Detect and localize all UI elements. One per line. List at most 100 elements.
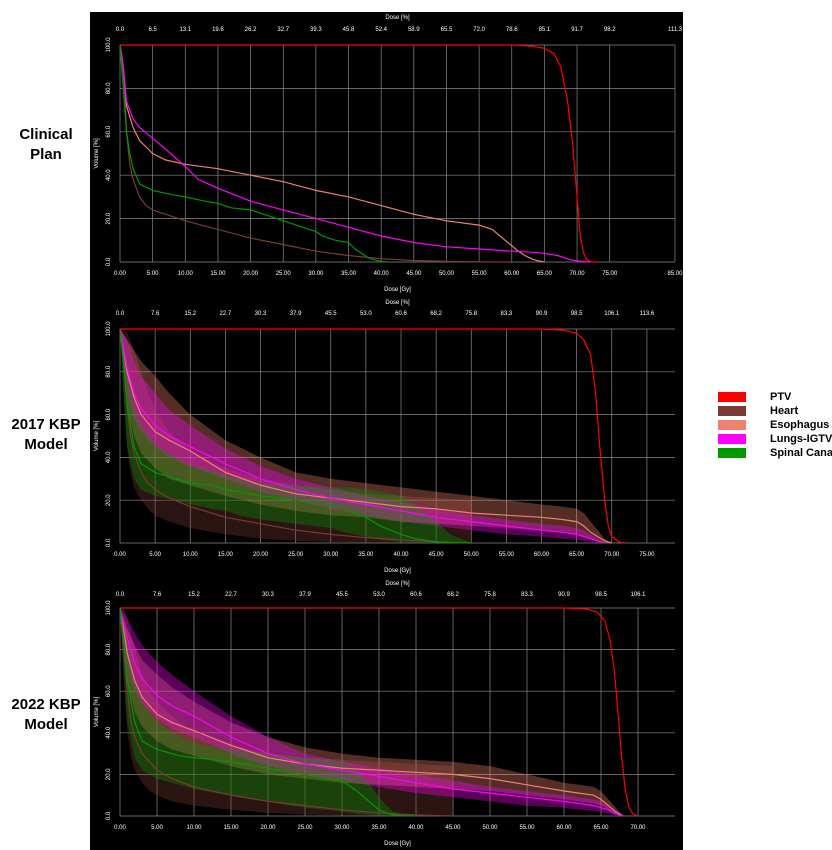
- series-line-lungs-igtv: [119, 44, 591, 263]
- top-tick-label: 7.6: [151, 311, 160, 317]
- y-axis-label: Volume [%]: [94, 696, 100, 727]
- x-axis-label: Dose [Gy]: [384, 287, 411, 293]
- top-axis-label: Dose [%]: [385, 15, 410, 21]
- top-tick-label: 45.5: [325, 311, 337, 317]
- legend-label: Heart: [770, 405, 799, 417]
- x-tick-label: 5.00: [147, 271, 159, 277]
- y-tick-label: 0.0: [106, 811, 112, 820]
- top-tick-label: 0.0: [116, 27, 125, 33]
- y-tick-label: 80.0: [106, 643, 112, 655]
- y-tick-label: 20.0: [106, 212, 112, 224]
- top-tick-label: 30.3: [255, 311, 267, 317]
- x-tick-label: 25.00: [276, 271, 292, 277]
- top-axis-label: Dose [%]: [385, 300, 410, 306]
- x-tick-label: 35.00: [358, 552, 374, 558]
- top-tick-label: 111.3: [668, 27, 683, 33]
- x-tick-label: 20.00: [260, 825, 276, 831]
- series-line-lungs-igtv: [119, 607, 624, 817]
- x-tick-label: 30.00: [308, 271, 324, 277]
- top-tick-label: 53.0: [360, 311, 372, 317]
- x-tick-label: 70.00: [604, 552, 620, 558]
- x-axis-label: Dose [Gy]: [384, 568, 411, 574]
- top-tick-label: 91.7: [571, 27, 583, 33]
- series-line-spinal-canal: [119, 44, 388, 263]
- series-band-heart: [120, 329, 472, 543]
- y-tick-label: 60.0: [106, 125, 112, 137]
- top-tick-label: 6.5: [148, 27, 157, 33]
- top-tick-label: 45.8: [343, 27, 355, 33]
- y-tick-label: 20.0: [106, 494, 112, 506]
- x-tick-label: 55.00: [472, 271, 488, 277]
- x-tick-label: 0.00: [114, 271, 126, 277]
- dvh-chart-clinical-plan: 0.00 5.00 10.00 15.00 20.00 25.00 30.00 35.00 40…: [90, 12, 683, 297]
- series-band-spinal-canal: [120, 329, 472, 543]
- series-band-heart: [120, 608, 453, 816]
- series-line-esophagus: [119, 44, 545, 263]
- row-label-line1: 2017 KBP: [11, 416, 81, 433]
- series-band-esophagus: [120, 329, 612, 543]
- top-tick-label: 60.6: [410, 592, 422, 598]
- top-tick-label: 58.9: [408, 27, 420, 33]
- x-tick-label: 60.00: [504, 271, 520, 277]
- dvh-chart-2017-kbp-model: 0.00 5.00 10.00 15.00 20.00 25.00 30.00 35.00 40…: [90, 297, 683, 578]
- top-tick-label: 72.0: [473, 27, 485, 33]
- x-tick-label: 15.00: [218, 552, 234, 558]
- y-tick-label: 60.0: [106, 408, 112, 420]
- top-tick-label: 22.7: [220, 311, 232, 317]
- x-tick-label: 75.00: [602, 271, 618, 277]
- x-tick-label: 10.00: [186, 825, 202, 831]
- x-tick-label: 75.00: [639, 552, 655, 558]
- row-label-line1: 2022 KBP: [11, 696, 81, 713]
- row-label-line1: Clinical: [19, 126, 73, 143]
- top-tick-label: 0.0: [116, 592, 125, 598]
- legend-swatch: [718, 434, 746, 444]
- x-tick-label: 50.00: [439, 271, 455, 277]
- x-tick-label: 55.00: [519, 825, 535, 831]
- x-tick-label: 45.00: [406, 271, 422, 277]
- top-tick-label: 37.9: [290, 311, 302, 317]
- grid: [119, 44, 676, 263]
- y-tick-label: 0.0: [106, 257, 112, 266]
- x-tick-label: 45.00: [445, 825, 461, 831]
- row-label-line2: Model: [24, 716, 68, 733]
- x-axis-label: Dose [Gy]: [384, 841, 411, 847]
- top-tick-label: 26.2: [245, 27, 257, 33]
- y-axis-label: Volume [%]: [94, 138, 100, 169]
- y-tick-label: 100.0: [106, 37, 112, 53]
- top-tick-label: 53.0: [373, 592, 385, 598]
- series-line-lungs-igtv: [119, 328, 605, 544]
- x-tick-label: 10.00: [183, 552, 199, 558]
- y-tick-label: 60.0: [106, 685, 112, 697]
- top-tick-label: 68.2: [447, 592, 459, 598]
- top-tick-label: 106.1: [604, 311, 620, 317]
- top-tick-label: 83.3: [501, 311, 513, 317]
- y-tick-label: 40.0: [106, 726, 112, 738]
- x-tick-label: 30.00: [323, 552, 339, 558]
- x-tick-label: 85.00: [667, 271, 683, 277]
- x-tick-label: 15.00: [210, 271, 226, 277]
- legend-label: Esophagus: [770, 419, 830, 431]
- top-tick-label: 65.5: [441, 27, 453, 33]
- top-axis-label: Dose [%]: [385, 581, 410, 587]
- series-line-spinal-canal: [119, 607, 417, 817]
- dvh-chart-svg: 0.00 5.00 10.00 15.00 20.00 25.00 30.00 35.00 40…: [94, 300, 675, 574]
- top-tick-label: 13.1: [179, 27, 191, 33]
- legend-swatch: [718, 420, 746, 430]
- row-label-2017-kbp-model: 2017 KBP Model: [0, 415, 92, 455]
- top-tick-label: 113.6: [640, 311, 655, 317]
- y-tick-label: 40.0: [106, 451, 112, 463]
- top-tick-label: 37.9: [299, 592, 311, 598]
- x-tick-label: 45.00: [429, 552, 445, 558]
- dvh-chart-2022-kbp-model: 0.00 5.00 10.00 15.00 20.00 25.00 30.00 35.00 40…: [90, 578, 683, 850]
- x-tick-label: 40.00: [408, 825, 424, 831]
- dvh-chart-svg: 0.00 5.00 10.00 15.00 20.00 25.00 30.00 35.00 40…: [94, 15, 683, 293]
- x-tick-label: 25.00: [297, 825, 313, 831]
- x-tick-label: 65.00: [593, 825, 609, 831]
- top-tick-label: 30.3: [262, 592, 274, 598]
- top-tick-label: 60.6: [395, 311, 407, 317]
- top-tick-label: 52.4: [375, 27, 387, 33]
- series-line-ptv: [120, 607, 639, 817]
- y-tick-label: 100.0: [106, 600, 112, 616]
- row-label-2022-kbp-model: 2022 KBP Model: [0, 695, 92, 735]
- y-tick-label: 0.0: [106, 538, 112, 547]
